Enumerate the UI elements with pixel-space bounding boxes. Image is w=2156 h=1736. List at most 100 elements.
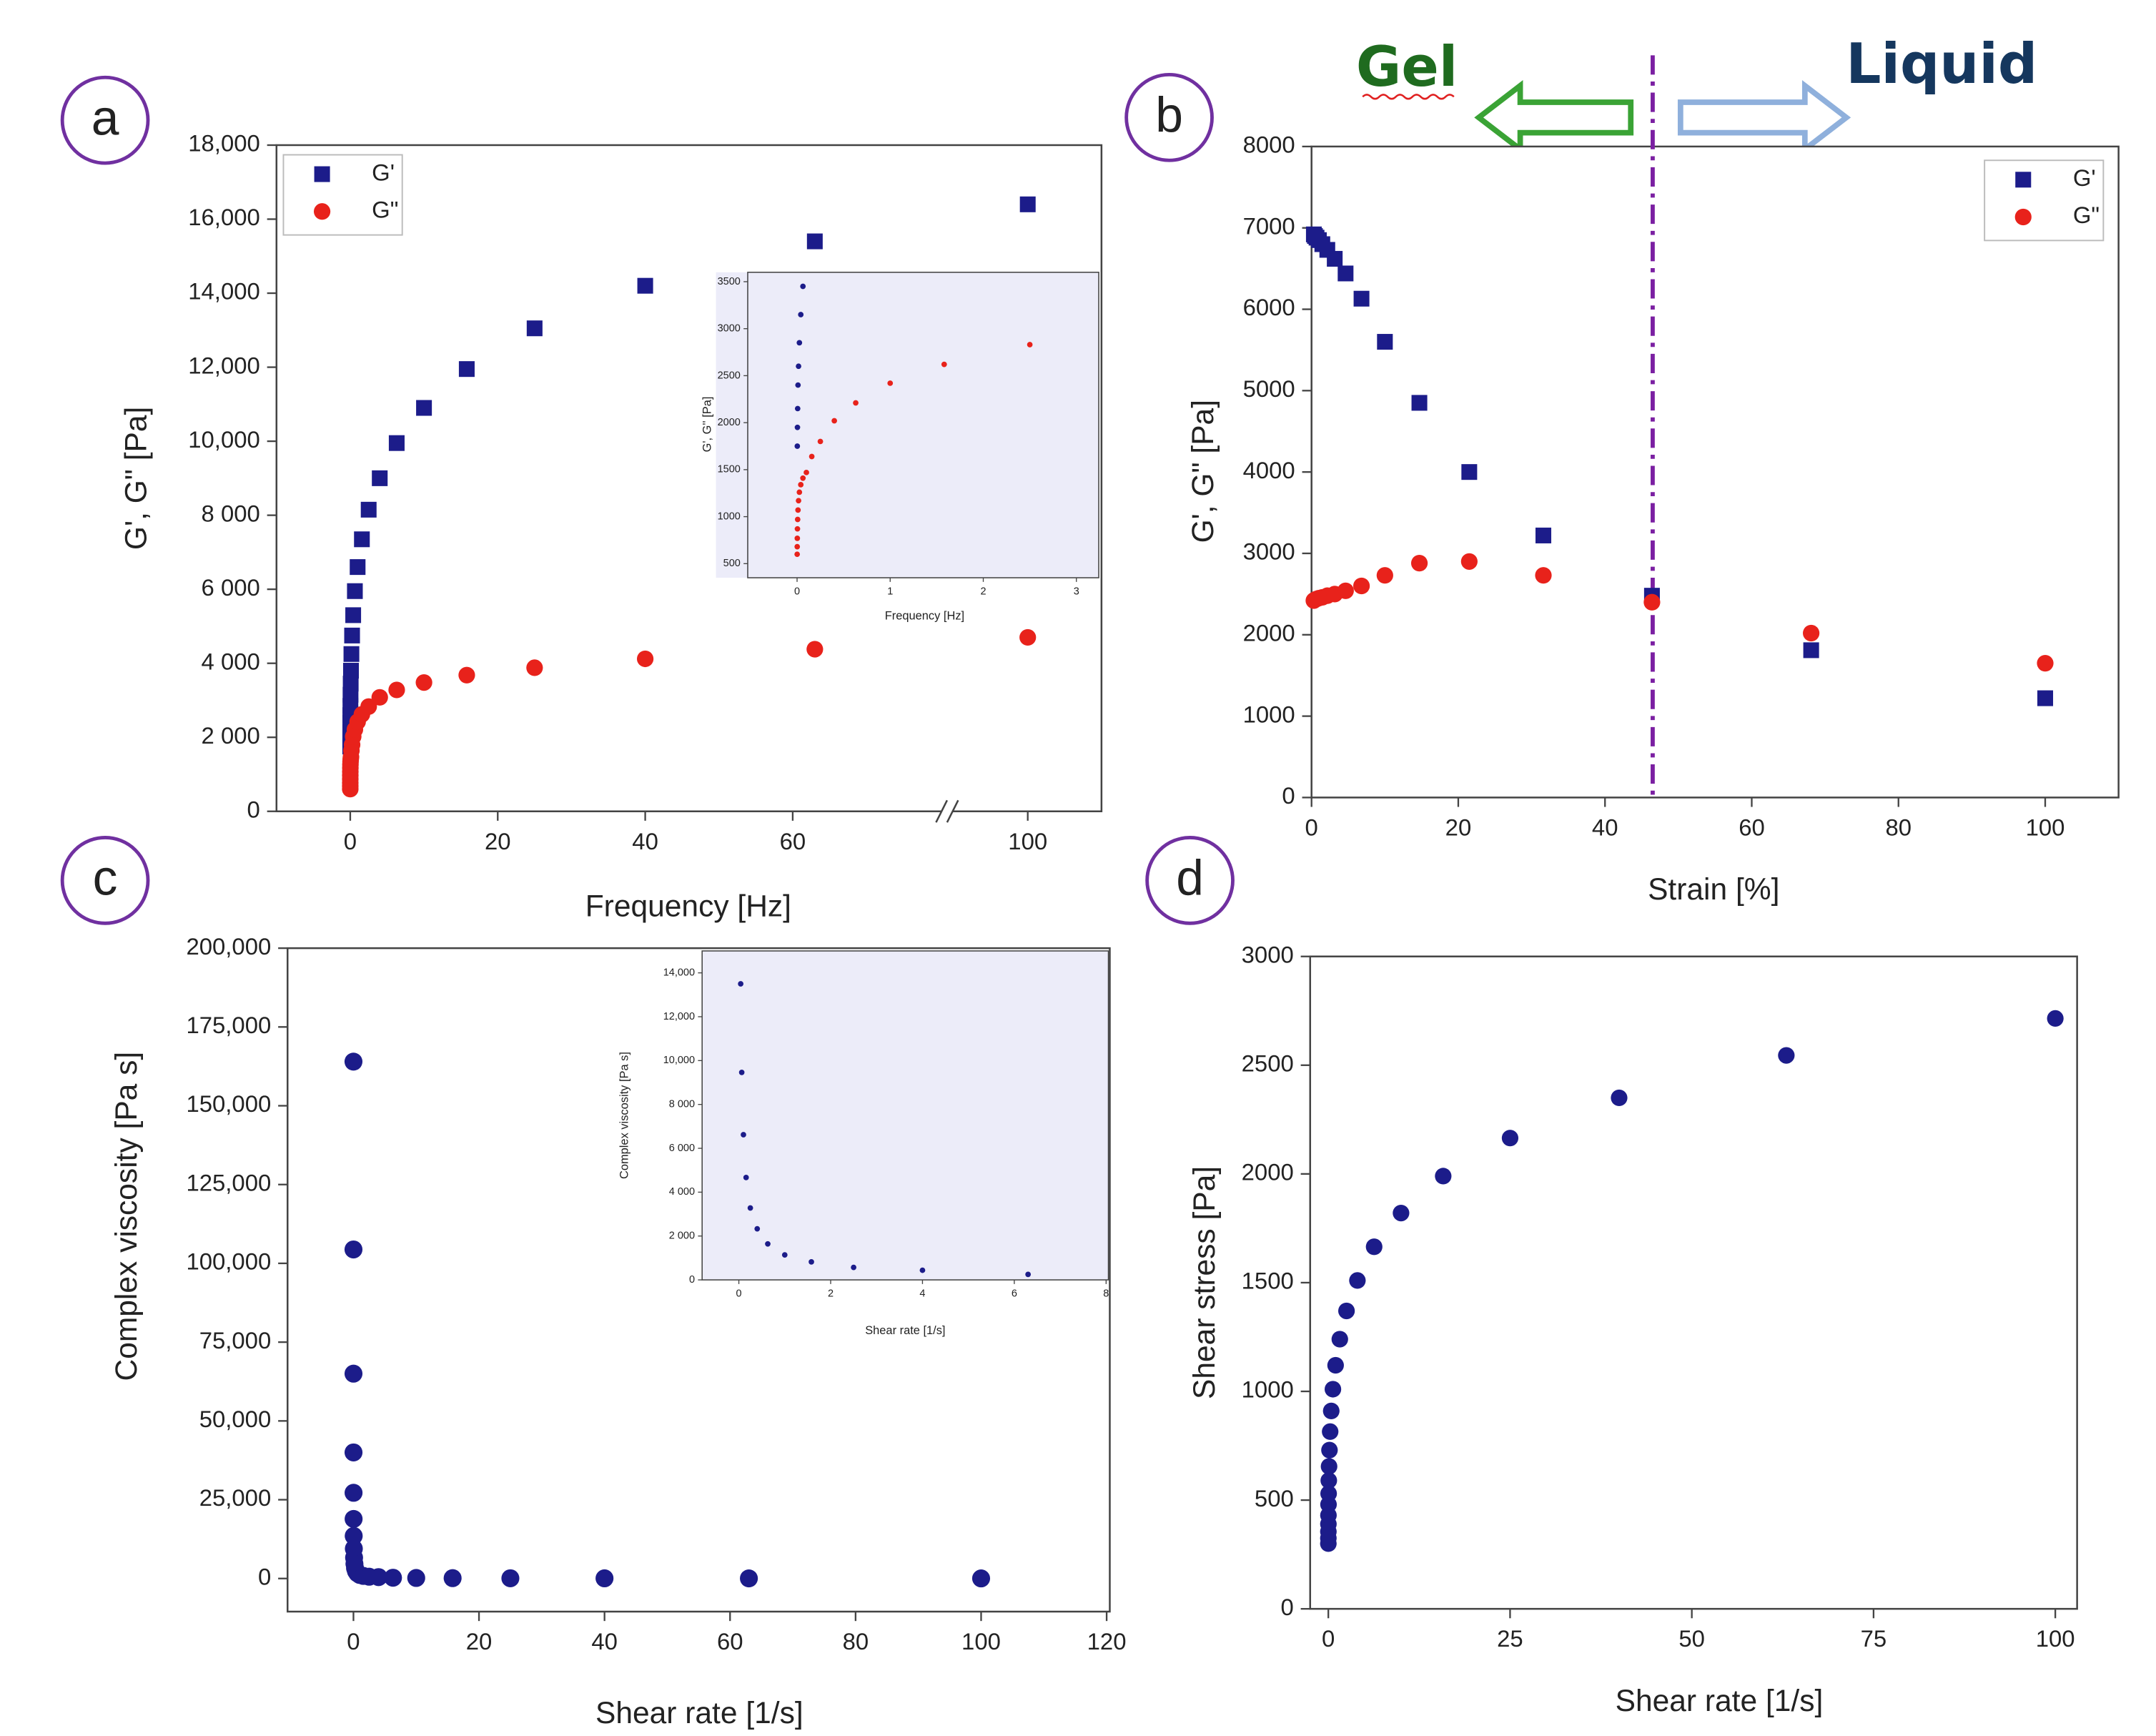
- point: [526, 659, 543, 676]
- point: [342, 676, 359, 692]
- point: [794, 443, 801, 449]
- point: [971, 1569, 991, 1588]
- y-tick-label: 14,000: [188, 278, 260, 305]
- point: [458, 666, 475, 684]
- y-tick-label: 10,000: [188, 426, 260, 453]
- point: [1019, 628, 1037, 646]
- point: [1611, 1089, 1628, 1107]
- point: [637, 277, 653, 294]
- y-axis-label: Complex viscosity [Pa s]: [110, 1052, 144, 1381]
- y-tick-label: 125,000: [186, 1169, 271, 1195]
- y-tick-label: 2500: [718, 370, 741, 381]
- point: [1461, 464, 1478, 480]
- point: [796, 363, 801, 370]
- y-tick-label: 8000: [1243, 132, 1295, 158]
- y-tick-label: 3000: [718, 323, 741, 335]
- point: [1320, 1472, 1337, 1489]
- point: [796, 489, 803, 495]
- x-axis-label: Strain [%]: [1648, 873, 1779, 907]
- y-tick-label: 2000: [718, 417, 741, 428]
- legend-box: [282, 154, 403, 236]
- x-axis-label: Shear rate [1/s]: [865, 1324, 945, 1337]
- plot-frame: [286, 947, 1111, 1613]
- point: [1337, 265, 1354, 282]
- plot-frame: [747, 272, 1099, 578]
- point: [800, 475, 806, 481]
- point: [343, 646, 360, 662]
- point: [2037, 690, 2054, 706]
- point: [741, 1132, 746, 1138]
- point: [1803, 642, 1819, 659]
- point: [354, 531, 370, 548]
- point: [1027, 342, 1033, 347]
- point: [754, 1225, 761, 1232]
- point: [1411, 395, 1428, 411]
- point: [794, 543, 801, 550]
- point: [344, 1443, 363, 1461]
- x-tick-label: 100: [1008, 828, 1047, 854]
- point: [781, 1252, 788, 1258]
- point: [1435, 1168, 1452, 1185]
- point: [794, 551, 801, 558]
- point: [388, 435, 405, 451]
- y-tick-label: 12,000: [663, 1011, 695, 1022]
- point: [803, 469, 809, 475]
- point: [1321, 1441, 1338, 1459]
- panel-badge: [1124, 72, 1214, 162]
- plot-area: [1310, 956, 2077, 1609]
- point: [388, 681, 405, 699]
- point: [808, 1259, 814, 1265]
- point: [1324, 1381, 1342, 1398]
- point: [416, 400, 432, 416]
- legend-marker: [314, 166, 330, 182]
- y-tick-label: 10,000: [663, 1055, 695, 1066]
- point: [1019, 196, 1036, 212]
- panel-badge: [60, 836, 150, 925]
- x-tick-label: 25: [1497, 1625, 1523, 1652]
- point: [798, 312, 804, 317]
- liquid-arrow: [1677, 80, 1851, 155]
- y-tick-label: 1500: [1242, 1268, 1294, 1294]
- y-tick-label: 25,000: [199, 1484, 272, 1511]
- point: [806, 233, 823, 250]
- y-tick-label: 12,000: [188, 352, 260, 378]
- panel-label: d: [1176, 850, 1204, 906]
- point: [795, 507, 801, 513]
- y-tick-label: 6 000: [202, 574, 260, 601]
- point: [1377, 334, 1393, 350]
- point: [415, 674, 432, 691]
- point: [795, 382, 801, 388]
- y-tick-label: 3000: [1243, 538, 1295, 565]
- y-axis-label: G', G'' [Pa]: [701, 397, 713, 453]
- panel-label: a: [92, 90, 119, 146]
- y-axis-label: G', G" [Pa]: [120, 407, 154, 550]
- x-tick-label: 50: [1678, 1625, 1705, 1652]
- point: [1322, 1402, 1340, 1419]
- point: [360, 698, 377, 715]
- x-tick-label: 0: [347, 1628, 360, 1654]
- point: [1501, 1130, 1519, 1147]
- point: [1331, 1331, 1348, 1348]
- y-tick-label: 8 000: [202, 500, 260, 526]
- point: [919, 1267, 926, 1273]
- legend-marker: [2015, 172, 2032, 188]
- legend-label: G": [2073, 202, 2100, 228]
- point: [738, 1070, 745, 1075]
- spellcheck-underline: [1362, 94, 1455, 100]
- x-tick-label: 20: [466, 1628, 493, 1654]
- axis-break-mark: [935, 799, 949, 823]
- x-tick-label: 60: [780, 828, 806, 854]
- annotation-liquid: Liquid: [1846, 32, 2037, 97]
- legend-label: G': [2073, 164, 2096, 191]
- point: [1535, 527, 1552, 543]
- point: [831, 418, 837, 424]
- point: [407, 1569, 425, 1587]
- point: [501, 1569, 520, 1587]
- point: [1322, 1423, 1339, 1440]
- point: [1320, 1485, 1337, 1502]
- x-tick-label: 0: [794, 586, 800, 597]
- point: [344, 627, 360, 643]
- point: [636, 650, 654, 668]
- x-tick-label: 0: [736, 1288, 742, 1299]
